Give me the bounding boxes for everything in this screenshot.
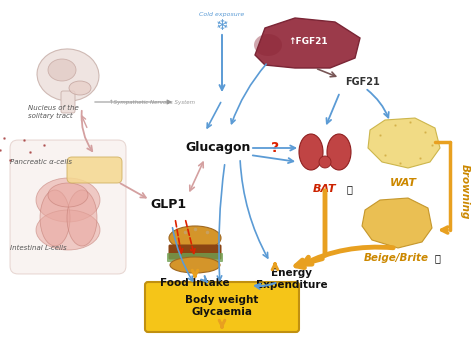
Ellipse shape bbox=[67, 190, 97, 246]
Ellipse shape bbox=[40, 190, 70, 246]
Text: Energy
Expenditure: Energy Expenditure bbox=[256, 268, 328, 290]
Text: FGF21: FGF21 bbox=[345, 77, 380, 87]
Ellipse shape bbox=[254, 34, 282, 56]
Text: Browning: Browning bbox=[460, 164, 470, 220]
Ellipse shape bbox=[170, 257, 220, 273]
Ellipse shape bbox=[327, 134, 351, 170]
Ellipse shape bbox=[69, 81, 91, 95]
Ellipse shape bbox=[48, 59, 76, 81]
Polygon shape bbox=[255, 18, 360, 68]
FancyBboxPatch shape bbox=[61, 91, 75, 113]
Polygon shape bbox=[362, 198, 432, 248]
Text: BAT: BAT bbox=[313, 184, 337, 194]
Text: 🔥: 🔥 bbox=[435, 253, 441, 263]
Text: Food Intake: Food Intake bbox=[160, 278, 230, 288]
Text: Cold exposure: Cold exposure bbox=[200, 12, 245, 17]
Text: ↑Sympathetic Nervous System: ↑Sympathetic Nervous System bbox=[109, 99, 195, 105]
FancyBboxPatch shape bbox=[67, 157, 122, 183]
Text: GLP1: GLP1 bbox=[150, 198, 186, 212]
Text: ❄: ❄ bbox=[216, 18, 228, 33]
Ellipse shape bbox=[37, 49, 99, 101]
FancyBboxPatch shape bbox=[10, 140, 126, 274]
FancyBboxPatch shape bbox=[168, 244, 221, 260]
Ellipse shape bbox=[48, 183, 88, 207]
FancyBboxPatch shape bbox=[167, 253, 223, 262]
Ellipse shape bbox=[36, 210, 100, 250]
Text: Beige/Brite: Beige/Brite bbox=[364, 253, 428, 263]
Text: Glucagon: Glucagon bbox=[185, 142, 251, 154]
Text: ?: ? bbox=[271, 141, 279, 155]
Text: Nucleus of the
solitary tract: Nucleus of the solitary tract bbox=[28, 105, 79, 119]
Text: 🔥: 🔥 bbox=[347, 184, 353, 194]
Ellipse shape bbox=[299, 134, 323, 170]
Text: ↑FGF21: ↑FGF21 bbox=[288, 38, 328, 47]
Text: Intestinal L-cells: Intestinal L-cells bbox=[10, 245, 67, 251]
Text: Pancreatic α-cells: Pancreatic α-cells bbox=[10, 159, 72, 165]
Text: Body weight
Glycaemia: Body weight Glycaemia bbox=[185, 295, 259, 317]
Ellipse shape bbox=[319, 156, 331, 168]
Ellipse shape bbox=[169, 226, 221, 250]
Polygon shape bbox=[368, 118, 440, 168]
Text: WAT: WAT bbox=[390, 178, 417, 188]
Ellipse shape bbox=[36, 178, 100, 222]
FancyBboxPatch shape bbox=[145, 282, 299, 332]
